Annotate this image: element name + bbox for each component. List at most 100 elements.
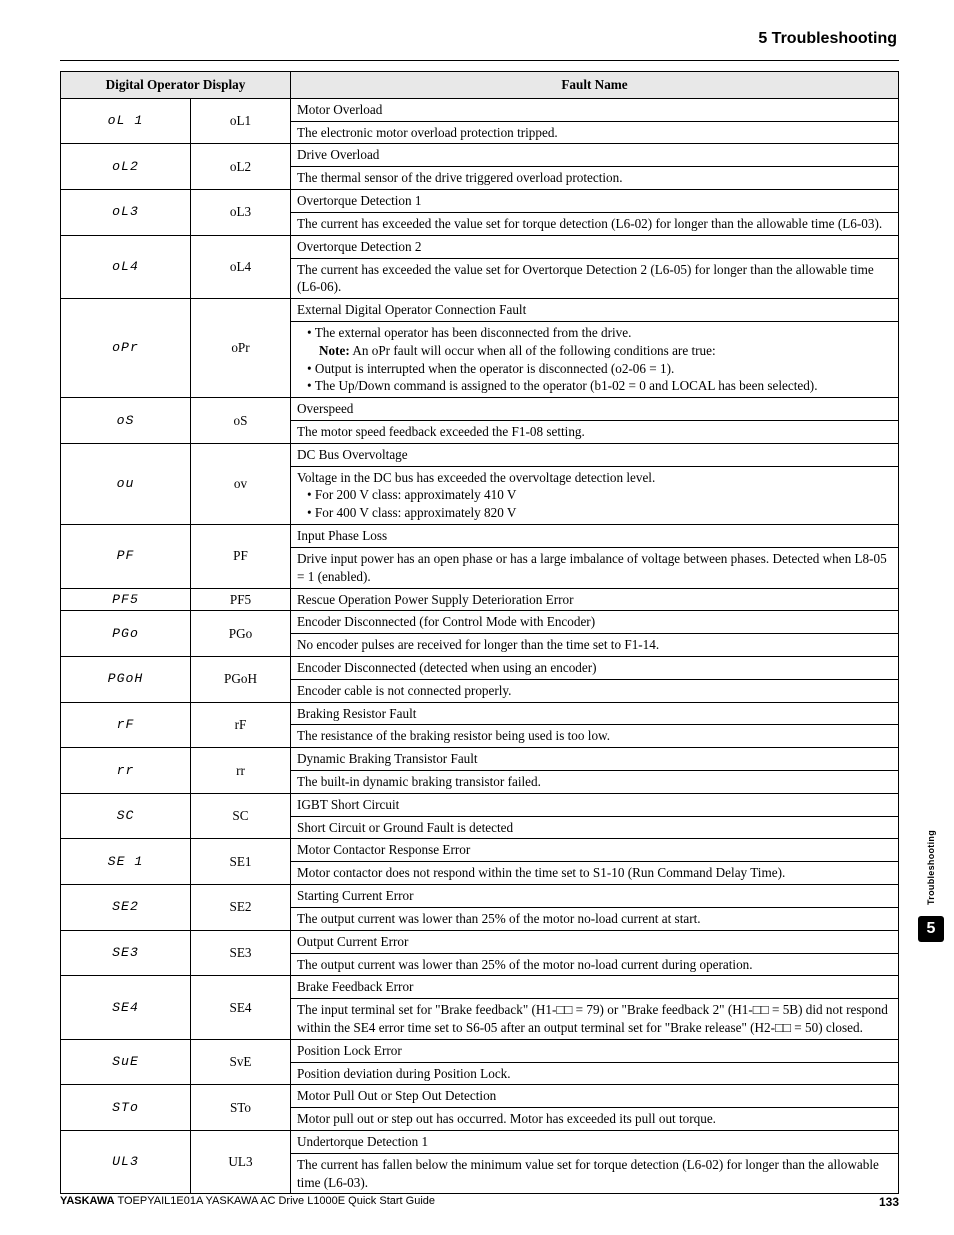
fault-desc: The thermal sensor of the drive triggere… <box>291 167 899 190</box>
fault-name: IGBT Short Circuit <box>291 793 899 816</box>
page-footer: YASKAWA TOEPYAIL1E01A YASKAWA AC Drive L… <box>60 1195 899 1209</box>
fault-code: SC <box>191 793 291 839</box>
table-row: oL 1 oL1 Motor Overload <box>61 98 899 121</box>
fault-desc: Short Circuit or Ground Fault is detecte… <box>291 816 899 839</box>
table-row: oL2 oL2 Drive Overload <box>61 144 899 167</box>
fault-desc: The output current was lower than 25% of… <box>291 953 899 976</box>
seg-display: PF <box>61 525 191 588</box>
list-item: For 200 V class: approximately 410 V <box>307 486 892 504</box>
side-tab: Troubleshooting 5 <box>912 830 950 942</box>
table-row: SuE SvE Position Lock Error <box>61 1039 899 1062</box>
table-row: STo STo Motor Pull Out or Step Out Detec… <box>61 1085 899 1108</box>
table-row: oL3 oL3 Overtorque Detection 1 <box>61 190 899 213</box>
fault-desc: The motor speed feedback exceeded the F1… <box>291 421 899 444</box>
list-item: Output is interrupted when the operator … <box>307 360 892 378</box>
fault-code: SE1 <box>191 839 291 885</box>
table-row: SE3 SE3 Output Current Error <box>61 930 899 953</box>
list-item: The Up/Down command is assigned to the o… <box>307 377 892 395</box>
fault-desc: Rescue Operation Power Supply Deteriorat… <box>291 588 899 611</box>
seg-display: oPr <box>61 299 191 398</box>
fault-code: rr <box>191 748 291 794</box>
fault-code: PGoH <box>191 656 291 702</box>
table-row: PF5 PF5 Rescue Operation Power Supply De… <box>61 588 899 611</box>
seg-display: SuE <box>61 1039 191 1085</box>
fault-code: SE3 <box>191 930 291 976</box>
fault-name: Dynamic Braking Transistor Fault <box>291 748 899 771</box>
fault-desc: Position deviation during Position Lock. <box>291 1062 899 1085</box>
fault-desc: Encoder cable is not connected properly. <box>291 679 899 702</box>
fault-name: Motor Pull Out or Step Out Detection <box>291 1085 899 1108</box>
seg-display: SE2 <box>61 885 191 931</box>
fault-name: Overtorque Detection 2 <box>291 235 899 258</box>
fault-code: rF <box>191 702 291 748</box>
seg-display: oL4 <box>61 235 191 298</box>
fault-desc: The resistance of the braking resistor b… <box>291 725 899 748</box>
note-line: Note: An oPr fault will occur when all o… <box>307 343 716 358</box>
ov-line1: Voltage in the DC bus has exceeded the o… <box>297 470 655 485</box>
table-row: oS oS Overspeed <box>61 398 899 421</box>
fault-name: Overspeed <box>291 398 899 421</box>
fault-desc: Motor pull out or step out has occurred.… <box>291 1108 899 1131</box>
footer-text: TOEPYAIL1E01A YASKAWA AC Drive L1000E Qu… <box>115 1195 435 1207</box>
side-tab-label: Troubleshooting <box>926 830 936 905</box>
header-rule <box>60 60 899 61</box>
seg-display: rr <box>61 748 191 794</box>
fault-name: External Digital Operator Connection Fau… <box>291 299 899 322</box>
page: 5 Troubleshooting Digital Operator Displ… <box>0 0 954 1235</box>
list-item: The external operator has been disconnec… <box>307 324 892 360</box>
table-row: UL3 UL3 Undertorque Detection 1 <box>61 1131 899 1154</box>
fault-code: SE4 <box>191 976 291 1039</box>
fault-code: oL3 <box>191 190 291 236</box>
opr-bullets: The external operator has been disconnec… <box>297 324 892 395</box>
fault-desc: The built-in dynamic braking transistor … <box>291 771 899 794</box>
seg-display: ou <box>61 443 191 524</box>
note-label: Note: <box>319 343 350 358</box>
table-row: SC SC IGBT Short Circuit <box>61 793 899 816</box>
fault-code: oL1 <box>191 98 291 144</box>
fault-name: Brake Feedback Error <box>291 976 899 999</box>
fault-name: Input Phase Loss <box>291 525 899 548</box>
seg-display: PF5 <box>61 588 191 611</box>
fault-code: oPr <box>191 299 291 398</box>
fault-code: PGo <box>191 611 291 657</box>
table-row: rr rr Dynamic Braking Transistor Fault <box>61 748 899 771</box>
fault-code: ov <box>191 443 291 524</box>
seg-display: oS <box>61 398 191 444</box>
fault-name: Motor Overload <box>291 98 899 121</box>
table-row: PGoH PGoH Encoder Disconnected (detected… <box>61 656 899 679</box>
ov-bullets: For 200 V class: approximately 410 V For… <box>297 486 892 522</box>
fault-code: UL3 <box>191 1131 291 1194</box>
fault-code: PF5 <box>191 588 291 611</box>
fault-desc: Motor contactor does not respond within … <box>291 862 899 885</box>
fault-code: oS <box>191 398 291 444</box>
fault-name: Starting Current Error <box>291 885 899 908</box>
fault-name: Motor Contactor Response Error <box>291 839 899 862</box>
fault-desc: Voltage in the DC bus has exceeded the o… <box>291 466 899 524</box>
table-row: oL4 oL4 Overtorque Detection 2 <box>61 235 899 258</box>
table-header-row: Digital Operator Display Fault Name <box>61 72 899 99</box>
table-row: SE 1 SE1 Motor Contactor Response Error <box>61 839 899 862</box>
fault-desc: The current has fallen below the minimum… <box>291 1153 899 1194</box>
table-row: oPr oPr External Digital Operator Connec… <box>61 299 899 322</box>
fault-desc: The current has exceeded the value set f… <box>291 258 899 299</box>
fault-name: Braking Resistor Fault <box>291 702 899 725</box>
table-row: SE2 SE2 Starting Current Error <box>61 885 899 908</box>
table-row: PGo PGo Encoder Disconnected (for Contro… <box>61 611 899 634</box>
fault-code: SvE <box>191 1039 291 1085</box>
fault-code: SE2 <box>191 885 291 931</box>
section-header: 5 Troubleshooting <box>60 30 899 48</box>
seg-display: oL2 <box>61 144 191 190</box>
fault-code: oL2 <box>191 144 291 190</box>
table-row: PF PF Input Phase Loss <box>61 525 899 548</box>
page-number: 133 <box>879 1195 899 1209</box>
footer-brand: YASKAWA <box>60 1195 115 1207</box>
fault-desc: No encoder pulses are received for longe… <box>291 634 899 657</box>
fault-name: DC Bus Overvoltage <box>291 443 899 466</box>
seg-display: oL3 <box>61 190 191 236</box>
fault-name: Position Lock Error <box>291 1039 899 1062</box>
seg-display: UL3 <box>61 1131 191 1194</box>
fault-name: Drive Overload <box>291 144 899 167</box>
fault-name: Output Current Error <box>291 930 899 953</box>
seg-display: PGo <box>61 611 191 657</box>
fault-name: Encoder Disconnected (detected when usin… <box>291 656 899 679</box>
